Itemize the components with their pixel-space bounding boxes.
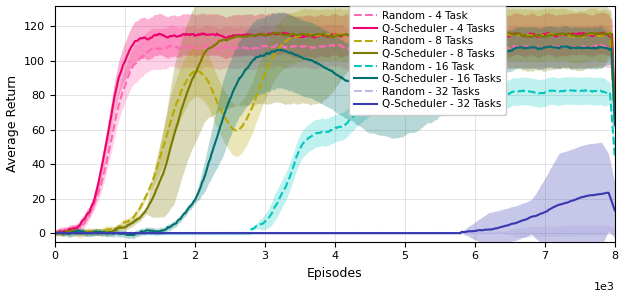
Q-Scheduler - 4 Tasks [51,231,59,234]
Random - 16 Task [391,93,399,96]
Random - 4 Task [85,212,93,215]
Line: Random - 32 Tasks: Random - 32 Tasks [55,230,615,233]
Q-Scheduler - 32 Tasks [408,231,416,235]
Q-Scheduler - 8 Tasks [611,115,618,119]
Line: Random - 4 Task: Random - 4 Task [55,44,615,232]
Q-Scheduler - 4 Tasks [409,33,417,37]
Line: Random - 8 Tasks: Random - 8 Tasks [55,32,615,234]
Y-axis label: Average Return: Average Return [6,75,19,172]
Line: Q-Scheduler - 16 Tasks: Q-Scheduler - 16 Tasks [55,46,615,235]
Q-Scheduler - 32 Tasks [611,209,618,212]
Random - 32 Tasks [51,231,59,235]
Q-Scheduler - 32 Tasks [376,231,384,235]
Q-Scheduler - 32 Tasks [391,231,399,235]
Random - 32 Tasks [611,229,618,233]
Random - 16 Task [611,156,618,160]
Q-Scheduler - 4 Tasks [86,209,94,212]
Random - 8 Tasks [377,33,384,37]
Q-Scheduler - 16 Tasks [477,54,484,58]
Q-Scheduler - 32 Tasks [476,229,484,232]
Q-Scheduler - 8 Tasks [86,230,94,234]
Q-Scheduler - 32 Tasks [603,191,611,194]
Random - 16 Task [534,91,541,95]
Random - 32 Tasks [376,231,384,235]
Line: Q-Scheduler - 4 Tasks: Q-Scheduler - 4 Tasks [55,31,615,233]
Q-Scheduler - 32 Tasks [85,231,93,235]
Q-Scheduler - 16 Tasks [85,231,93,235]
Q-Scheduler - 16 Tasks [546,44,553,48]
Q-Scheduler - 4 Tasks [401,30,408,33]
Random - 8 Tasks [52,232,59,236]
Random - 8 Tasks [607,30,614,34]
Q-Scheduler - 4 Tasks [611,112,618,116]
Q-Scheduler - 8 Tasks [392,35,399,38]
X-axis label: Episodes: Episodes [307,267,363,280]
Q-Scheduler - 16 Tasks [534,47,542,51]
Q-Scheduler - 8 Tasks [377,32,384,36]
Random - 4 Task [611,123,618,127]
Random - 8 Tasks [534,34,542,38]
Random - 16 Task [51,231,59,235]
Q-Scheduler - 4 Tasks [53,231,61,235]
Random - 8 Tasks [477,32,484,36]
Q-Scheduler - 4 Tasks [377,33,384,36]
Random - 32 Tasks [534,230,541,234]
Q-Scheduler - 8 Tasks [477,33,484,37]
Q-Scheduler - 16 Tasks [392,98,399,102]
Line: Q-Scheduler - 32 Tasks: Q-Scheduler - 32 Tasks [55,193,615,233]
Q-Scheduler - 16 Tasks [51,231,59,235]
Random - 16 Task [563,88,571,92]
Q-Scheduler - 16 Tasks [130,234,137,237]
Random - 8 Tasks [409,34,416,38]
Line: Q-Scheduler - 8 Tasks: Q-Scheduler - 8 Tasks [55,33,615,234]
Q-Scheduler - 8 Tasks [502,31,510,35]
Random - 16 Task [476,94,484,98]
Random - 4 Task [376,46,384,49]
Random - 8 Tasks [611,125,618,128]
Random - 16 Task [408,96,416,99]
Q-Scheduler - 8 Tasks [409,32,416,36]
Q-Scheduler - 4 Tasks [477,32,485,36]
Random - 4 Task [476,46,484,49]
Q-Scheduler - 16 Tasks [409,93,416,96]
Random - 8 Tasks [392,34,399,37]
Text: 1e3: 1e3 [594,282,615,292]
Q-Scheduler - 8 Tasks [535,34,542,38]
Random - 4 Task [391,45,399,49]
Q-Scheduler - 32 Tasks [534,214,541,217]
Q-Scheduler - 16 Tasks [377,95,384,99]
Random - 8 Tasks [51,232,59,236]
Random - 8 Tasks [86,230,94,233]
Random - 4 Task [597,43,604,46]
Random - 4 Task [408,46,416,49]
Random - 4 Task [534,45,541,49]
Random - 32 Tasks [408,231,416,235]
Q-Scheduler - 4 Tasks [535,35,542,38]
Random - 4 Task [51,230,59,234]
Q-Scheduler - 8 Tasks [51,230,59,234]
Random - 16 Task [376,94,384,97]
Legend: Random - 4 Task, Q-Scheduler - 4 Tasks, Random - 8 Tasks, Q-Scheduler - 8 Tasks,: Random - 4 Task, Q-Scheduler - 4 Tasks, … [349,6,507,115]
Q-Scheduler - 4 Tasks [392,31,399,35]
Q-Scheduler - 8 Tasks [60,233,67,236]
Line: Random - 16 Task: Random - 16 Task [55,90,615,233]
Random - 16 Task [85,231,93,235]
Q-Scheduler - 16 Tasks [611,124,618,127]
Random - 32 Tasks [476,231,484,235]
Q-Scheduler - 32 Tasks [51,231,59,235]
Random - 32 Tasks [391,231,399,235]
Random - 32 Tasks [605,228,612,232]
Random - 32 Tasks [85,231,93,235]
